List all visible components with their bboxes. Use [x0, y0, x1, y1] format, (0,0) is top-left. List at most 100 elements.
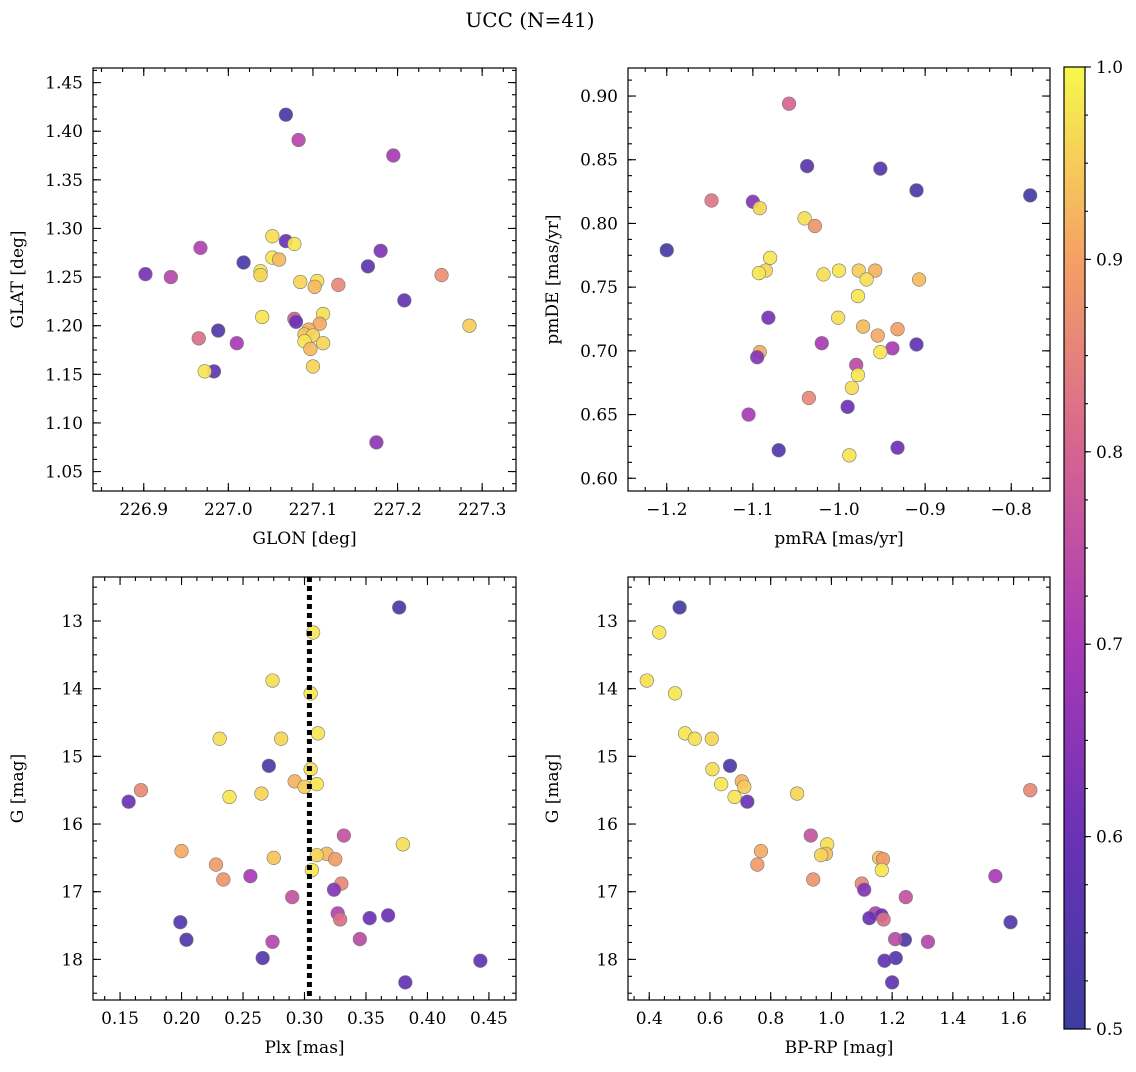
scatter-point — [814, 336, 829, 351]
scatter-point — [265, 229, 280, 244]
panel-glon-glat: 226.9 227.0 227.1 227.2 227.3 1.05 1.10 1.15 1.2… — [8, 67, 517, 549]
scatter-points — [138, 107, 477, 450]
scatter-point — [667, 686, 683, 701]
scatter-point — [386, 148, 401, 163]
scatter-point — [307, 279, 322, 294]
x-tick-label: 1.2 — [879, 1009, 906, 1029]
scatter-point — [216, 872, 231, 887]
minor-ticks — [628, 577, 1050, 1000]
scatter-point — [888, 931, 903, 947]
scatter-point — [704, 193, 719, 208]
scatter-point — [236, 255, 251, 270]
panel-bprp-g: 0.4 0.6 0.8 1.0 1.2 1.4 1.6 13 14 15 16 17 18 BP-RP [… — [543, 576, 1051, 1058]
scatter-point — [807, 218, 822, 234]
scatter-point — [859, 272, 874, 287]
x-tick-label: 226.9 — [119, 500, 168, 520]
scatter-point — [369, 435, 384, 450]
y-tick-label: 16 — [61, 815, 83, 835]
y-tick-label: 1.20 — [45, 317, 83, 337]
scatter-point — [844, 380, 860, 395]
scatter-point — [704, 731, 719, 746]
colorbar-tick-label: 0.6 — [1096, 828, 1123, 848]
scatter-point — [911, 272, 927, 287]
y-tick-label: 17 — [61, 883, 83, 903]
scatter-point — [336, 828, 351, 843]
scatter-point — [750, 350, 765, 365]
x-tick-label: 227.2 — [373, 500, 422, 520]
colorbar-tick-label: 0.9 — [1096, 250, 1123, 270]
scatter-point — [722, 758, 738, 773]
y-tick-label: 1.25 — [45, 268, 83, 288]
y-tick-label: 16 — [596, 815, 618, 835]
scatter-point — [255, 309, 270, 325]
x-tick-label: 0.6 — [696, 1009, 723, 1029]
scatter-point — [305, 359, 321, 374]
scatter-point — [659, 243, 674, 258]
x-tick-label: −1.0 — [818, 500, 859, 520]
scatter-point — [873, 345, 888, 360]
scatter-point — [291, 132, 306, 148]
scatter-point — [373, 243, 388, 258]
scatter-point — [266, 850, 281, 865]
scatter-point — [831, 263, 847, 278]
scatter-point — [856, 319, 871, 334]
scatter-point — [868, 263, 883, 278]
y-tick-label: 15 — [61, 747, 83, 767]
scatter-point — [862, 911, 877, 926]
scatter-point — [163, 269, 178, 285]
scatter-point — [310, 726, 326, 741]
scatter-points — [121, 600, 488, 990]
y-tick-label: 14 — [596, 680, 618, 700]
scatter-point — [705, 762, 720, 777]
scatter-point — [197, 364, 212, 379]
x-tick-label: 0.25 — [224, 1009, 262, 1029]
scatter-point — [816, 267, 831, 282]
x-tick-label: 0.20 — [163, 1009, 201, 1029]
scatter-point — [752, 201, 767, 216]
scatter-point — [395, 837, 410, 852]
scatter-point — [813, 848, 829, 863]
scatter-point — [909, 337, 924, 352]
panel-pmra-pmde: −1.2 −1.1 −1.0 −0.9 −0.8 0.60 0.65 0.70 0.75 0.80… — [543, 67, 1051, 549]
y-axis-label: G [mag] — [8, 754, 28, 823]
scatter-point — [243, 869, 258, 884]
y-tick-label: 15 — [596, 747, 618, 767]
y-axis-label: pmDE [mas/yr] — [543, 214, 563, 344]
scatter-point — [890, 440, 905, 455]
scatter-point — [797, 211, 812, 226]
scatter-point — [761, 310, 776, 325]
scatter-point — [781, 96, 797, 111]
scatter-point — [121, 794, 136, 809]
y-axis-label: G [mag] — [543, 754, 563, 823]
scatter-points — [659, 96, 1038, 463]
colorbar-tick-label: 0.7 — [1096, 635, 1123, 655]
scatter-point — [360, 259, 376, 274]
scatter-point — [1023, 783, 1038, 798]
x-axis-label: Plx [mas] — [264, 1038, 344, 1058]
x-tick-label: 1.6 — [1000, 1009, 1027, 1029]
scatter-point — [309, 777, 324, 792]
scatter-point — [840, 399, 855, 415]
y-tick-label: 13 — [61, 612, 83, 632]
minor-ticks — [628, 68, 1050, 491]
x-tick-label: 227.0 — [204, 500, 253, 520]
colorbar-gradient — [1063, 66, 1086, 1030]
scatter-point — [133, 783, 149, 798]
x-tick-label: 0.45 — [470, 1009, 508, 1029]
x-tick-label: 1.4 — [939, 1009, 966, 1029]
y-tick-label: 18 — [61, 950, 83, 970]
scatter-point — [331, 277, 346, 292]
scatter-point — [288, 314, 304, 329]
scatter-point — [272, 252, 287, 267]
scatter-point — [885, 341, 900, 356]
scatter-point — [261, 758, 276, 773]
x-axis-label: BP-RP [mag] — [785, 1038, 894, 1058]
scatter-point — [462, 318, 477, 333]
x-tick-label: −1.1 — [732, 500, 773, 520]
y-tick-label: 1.45 — [45, 74, 83, 94]
scatter-point — [850, 288, 866, 304]
scatter-point — [857, 882, 872, 897]
scatter-point — [876, 912, 891, 927]
scatter-points — [639, 600, 1038, 990]
y-tick-label: 0.65 — [580, 406, 618, 426]
